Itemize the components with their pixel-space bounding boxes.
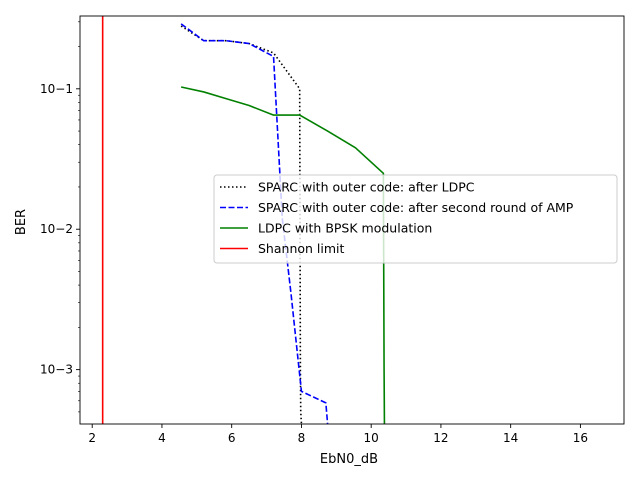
y-axis-ticks: 10−3 10−2 10−1 (40, 21, 80, 413)
x-tick-label: 6 (228, 431, 236, 445)
series-line-2 (180, 23, 329, 424)
legend-label-4: Shannon limit (258, 241, 345, 256)
y-tick-label: 10−2 (40, 222, 73, 236)
x-axis-label: EbN0_dB (320, 452, 378, 467)
legend-box (213, 174, 618, 264)
y-axis-label: BER (14, 209, 29, 235)
x-axis-ticks: 2 4 6 8 10 12 14 16 (88, 424, 588, 445)
legend-label-1: SPARC with outer code: after LDPC (258, 180, 475, 195)
x-tick-label: 14 (503, 431, 518, 445)
legend: SPARC with outer code: after LDPC SPARC w… (213, 174, 618, 264)
x-tick-label: 10 (364, 431, 379, 445)
x-tick-label: 2 (88, 431, 96, 445)
axes-frame (79, 15, 625, 425)
x-tick-label: 12 (433, 431, 448, 445)
legend-label-3: LDPC with BPSK modulation (258, 221, 432, 236)
y-tick-label: 10−3 (40, 363, 73, 377)
x-tick-label: 16 (573, 431, 588, 445)
series-line-1 (180, 25, 303, 424)
y-tick-label: 10−1 (40, 82, 73, 96)
x-tick-label: 4 (158, 431, 166, 445)
x-tick-label: 8 (298, 431, 306, 445)
legend-label-2: SPARC with outer code: after second roun… (258, 200, 574, 215)
